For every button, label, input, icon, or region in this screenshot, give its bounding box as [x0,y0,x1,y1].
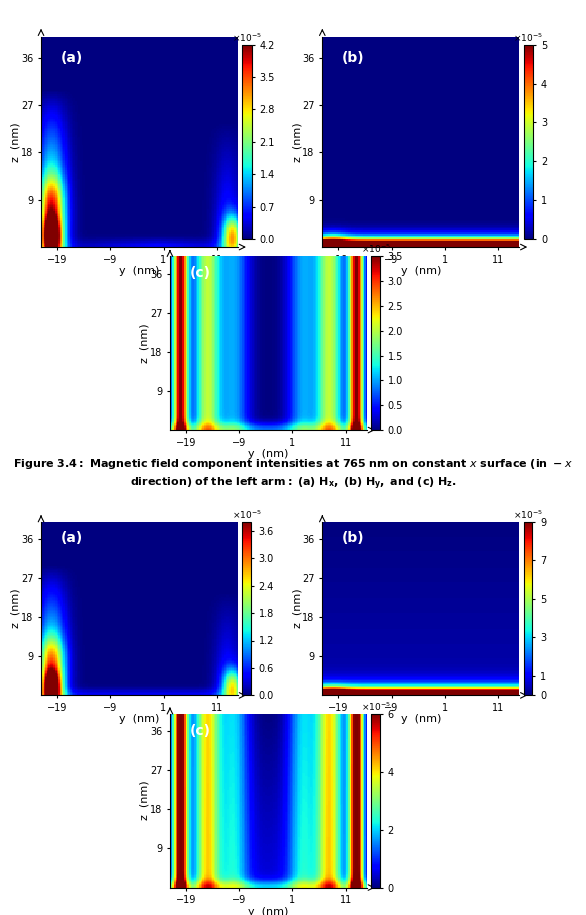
Text: $\mathbf{Figure\ 3.4:\ Magnetic\ field\ component\ intensities\ at\ 765\ nm\ on\: $\mathbf{Figure\ 3.4:\ Magnetic\ field\ … [13,458,573,471]
Title: $\times 10^{-5}$: $\times 10^{-5}$ [513,509,543,521]
X-axis label: y  (nm): y (nm) [401,266,441,276]
Y-axis label: z  (nm): z (nm) [140,323,150,363]
Title: $\times 10^{-5}$: $\times 10^{-5}$ [360,701,390,713]
Text: (b): (b) [342,532,364,545]
Y-axis label: z  (nm): z (nm) [292,588,302,629]
X-axis label: y  (nm): y (nm) [248,449,289,459]
Title: $\times 10^{-5}$: $\times 10^{-5}$ [513,32,543,44]
Text: (a): (a) [61,51,83,65]
Text: (c): (c) [190,266,210,280]
Title: $\times 10^{-5}$: $\times 10^{-5}$ [231,509,261,521]
Y-axis label: z  (nm): z (nm) [11,122,21,162]
X-axis label: y  (nm): y (nm) [120,266,160,276]
X-axis label: y  (nm): y (nm) [120,715,160,725]
Text: (a): (a) [61,532,83,545]
Text: $\mathbf{direction)\ of\ the\ left\ arm:\ (a)}\ \mathit{\mathbf{H}}_{\mathit{\ma: $\mathbf{direction)\ of\ the\ left\ arm:… [130,476,456,492]
X-axis label: y  (nm): y (nm) [248,907,289,915]
Title: $\times 10^{-5}$: $\times 10^{-5}$ [360,243,390,255]
Y-axis label: z  (nm): z (nm) [11,588,21,629]
Text: (c): (c) [190,724,210,737]
Title: $\times 10^{-5}$: $\times 10^{-5}$ [232,32,262,44]
Y-axis label: z  (nm): z (nm) [292,122,302,162]
Y-axis label: z  (nm): z (nm) [140,780,150,821]
Text: (b): (b) [342,51,364,65]
X-axis label: y  (nm): y (nm) [401,715,441,725]
